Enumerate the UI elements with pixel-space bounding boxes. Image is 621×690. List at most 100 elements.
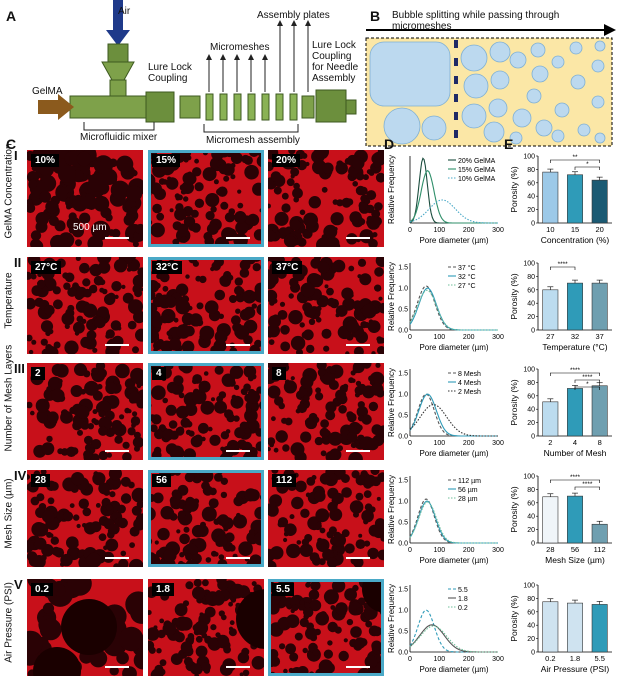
mixer-label: Microfluidic mixer — [80, 132, 158, 143]
scale-bar — [226, 557, 250, 559]
bar-y-tick-label: 40 — [527, 301, 535, 308]
bar-category-label: 32 — [571, 332, 579, 341]
condition-tag: 27°C — [31, 261, 62, 274]
bar-y-tick-label: 80 — [527, 380, 535, 387]
x-tick-label: 200 — [463, 227, 475, 234]
legend-label: 112 µm — [458, 478, 481, 485]
condition-tag: 28 — [31, 474, 51, 487]
scale-bar-label: 500 µm — [73, 222, 107, 233]
scale-bar — [226, 237, 250, 239]
condition-tag: 56 — [152, 474, 172, 487]
bar-x-axis-label: Temperature (°C) — [542, 342, 607, 352]
legend-label: 10% GelMA — [458, 176, 496, 183]
bar-y-tick-label: 40 — [527, 514, 535, 521]
bar-y-tick-label: 60 — [527, 180, 535, 187]
gelma-arrow — [38, 94, 74, 120]
porosity-bar — [591, 385, 608, 437]
bar-category-label: 5.5 — [594, 654, 604, 663]
distribution-curve — [409, 393, 498, 437]
scale-bar — [346, 237, 370, 239]
distribution-curve — [409, 289, 498, 331]
lure-lock-coupling-left — [145, 91, 175, 123]
x-tick-label: 0 — [408, 547, 412, 554]
porosity-bar — [542, 171, 559, 224]
y-axis-label: Relative Frequency — [387, 155, 396, 224]
bar-category-label: 10 — [546, 225, 554, 234]
condition-tag: 20% — [272, 154, 301, 167]
bar-y-tick-label: 0 — [531, 650, 535, 657]
porosity-bar — [567, 388, 583, 437]
significance-label: **** — [570, 367, 581, 374]
significance-bracket — [550, 266, 576, 270]
row-roman-numeral: IV — [14, 468, 27, 483]
scale-bar — [226, 344, 250, 346]
pore-size-distribution-plot: 0 100 200 300 0.0 0.5 1.0 1.5 Pore diameter (µm)… — [387, 262, 504, 352]
condition-tag: 10% — [31, 154, 60, 167]
pore-size-distribution-plot: 0 100 200 300 0.0 0.5 1.0 1.5 Pore diameter (µm)… — [387, 584, 504, 674]
bar-y-tick-label: 0 — [531, 541, 535, 548]
scale-bar — [226, 450, 250, 452]
y-tick-label: 0.0 — [398, 541, 408, 548]
row-label: GelMA Concentration — [3, 143, 15, 239]
y-axis-label: Relative Frequency — [387, 368, 396, 437]
bar-y-tick-label: 40 — [527, 623, 535, 630]
x-tick-label: 100 — [433, 656, 445, 663]
x-axis-label: Pore diameter (µm) — [419, 556, 488, 565]
condition-tag: 32°C — [152, 261, 183, 274]
y-tick-label: 1.5 — [398, 478, 408, 485]
scale-bar — [105, 557, 129, 559]
micrograph-image: 37°C — [268, 257, 384, 354]
condition-tag: 4 — [152, 367, 166, 380]
legend-label: 28 µm — [458, 496, 478, 503]
row-label: Air Pressure (PSI) — [3, 582, 15, 663]
significance-label: ** — [572, 154, 578, 161]
bar-y-tick-label: 80 — [527, 596, 535, 603]
bar-y-tick-label: 0 — [531, 434, 535, 441]
x-tick-label: 0 — [408, 440, 412, 447]
porosity-bar-chart: 0 20 40 60 80 100 27 32 37 **** Temperature (°C) Po… — [509, 261, 612, 352]
scale-bar — [346, 450, 370, 452]
x-tick-label: 100 — [433, 440, 445, 447]
porosity-bar — [567, 174, 583, 224]
pore-size-distribution-plot: 0 100 200 300 Pore diameter (µm) Relative Fre… — [387, 155, 504, 245]
mixer-body — [69, 95, 153, 119]
significance-bracket — [574, 386, 600, 390]
micrograph-image: 0.2 — [27, 579, 143, 676]
porosity-bar — [591, 282, 608, 331]
bar-category-label: 1.8 — [570, 654, 580, 663]
bar-x-axis-label: Concentration (%) — [541, 235, 610, 245]
condition-tag: 1.8 — [152, 583, 174, 596]
bar-y-tick-label: 20 — [527, 314, 535, 321]
panel-d-letter: D — [384, 136, 395, 152]
lure-lock-label: Lure Lock Coupling — [148, 62, 192, 84]
x-tick-label: 0 — [408, 227, 412, 234]
micrograph-image: 8 — [268, 363, 384, 460]
micrograph-image: 20% — [268, 150, 384, 247]
lure-lock-coupling-right — [315, 89, 347, 123]
condition-tag: 37°C — [272, 261, 303, 274]
y-axis-label: Relative Frequency — [387, 584, 396, 653]
scale-bar — [105, 450, 129, 452]
micromesh-assembly-label: Micromesh assembly — [206, 135, 300, 146]
micrograph-image: 1.8 — [148, 579, 264, 676]
distribution-curve — [409, 500, 498, 544]
micrograph-image: 28 — [27, 470, 143, 567]
x-tick-label: 100 — [433, 227, 445, 234]
pore-size-distribution-plot: 0 100 200 300 0.0 0.5 1.0 1.5 Pore diameter (µm)… — [387, 368, 504, 458]
bar-x-axis-label: Mesh Size (µm) — [545, 555, 605, 565]
legend-label: 1.8 — [458, 596, 468, 603]
bar-y-tick-label: 20 — [527, 527, 535, 534]
significance-label: **** — [558, 261, 569, 268]
scale-bar — [346, 557, 370, 559]
significance-label: * — [586, 381, 589, 388]
significance-label: **** — [570, 474, 581, 481]
x-axis-label: Pore diameter (µm) — [419, 449, 488, 458]
significance-bracket — [574, 166, 600, 170]
legend-label: 0.2 — [458, 605, 468, 612]
micrograph-image: 4 — [148, 363, 264, 460]
bar-y-tick-label: 100 — [523, 367, 535, 374]
porosity-bar — [542, 496, 559, 544]
x-tick-label: 200 — [463, 656, 475, 663]
bar-category-label: 2 — [548, 438, 552, 447]
